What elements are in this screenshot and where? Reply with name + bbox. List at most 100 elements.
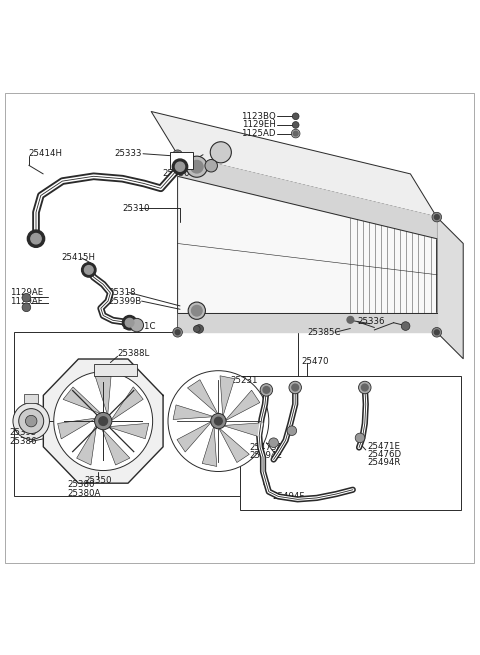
Circle shape xyxy=(292,122,299,128)
Polygon shape xyxy=(58,418,96,439)
Circle shape xyxy=(260,384,273,396)
Circle shape xyxy=(192,305,202,316)
Circle shape xyxy=(293,131,298,136)
Text: 1129AE: 1129AE xyxy=(10,288,43,297)
Circle shape xyxy=(175,330,180,335)
Polygon shape xyxy=(178,155,437,238)
Text: 25494E: 25494E xyxy=(250,451,282,460)
Text: 25336: 25336 xyxy=(358,317,385,326)
Text: 25415H: 25415H xyxy=(61,253,96,263)
Text: 25388L: 25388L xyxy=(118,349,150,358)
Circle shape xyxy=(13,403,49,440)
Text: 25318: 25318 xyxy=(108,288,135,297)
Text: 25395: 25395 xyxy=(10,428,37,437)
Circle shape xyxy=(211,413,226,429)
Circle shape xyxy=(401,322,410,330)
Text: 25386: 25386 xyxy=(10,438,37,446)
Polygon shape xyxy=(223,422,264,438)
Text: 25331C: 25331C xyxy=(122,322,156,331)
Circle shape xyxy=(31,234,41,244)
Circle shape xyxy=(434,330,439,335)
Polygon shape xyxy=(151,111,437,217)
Circle shape xyxy=(289,381,301,394)
Circle shape xyxy=(269,438,278,447)
Circle shape xyxy=(19,409,44,434)
Text: 25476D: 25476D xyxy=(367,450,401,459)
Text: 25231: 25231 xyxy=(230,376,258,384)
Polygon shape xyxy=(43,359,163,483)
Text: 25494R: 25494R xyxy=(367,458,401,468)
Text: 25310: 25310 xyxy=(122,204,150,213)
Text: 25471E: 25471E xyxy=(367,442,400,451)
Polygon shape xyxy=(202,426,217,466)
Circle shape xyxy=(25,415,37,427)
Circle shape xyxy=(355,433,365,443)
Circle shape xyxy=(27,230,45,248)
Polygon shape xyxy=(77,424,96,465)
Text: 1129AF: 1129AF xyxy=(10,297,42,306)
Circle shape xyxy=(175,153,180,157)
Text: 25385C: 25385C xyxy=(307,328,341,337)
Circle shape xyxy=(287,426,297,436)
Circle shape xyxy=(168,371,269,472)
Text: 25414H: 25414H xyxy=(29,149,63,159)
Text: 25399B: 25399B xyxy=(108,297,141,306)
Circle shape xyxy=(188,302,205,320)
Circle shape xyxy=(434,215,439,219)
Polygon shape xyxy=(102,428,130,465)
Circle shape xyxy=(54,371,153,470)
Circle shape xyxy=(191,160,203,173)
Bar xyxy=(14,332,298,495)
Polygon shape xyxy=(218,427,249,462)
Text: 25350: 25350 xyxy=(84,476,112,485)
Circle shape xyxy=(122,316,137,330)
Text: 25333: 25333 xyxy=(114,149,142,159)
Text: 1123BQ: 1123BQ xyxy=(241,112,276,121)
Bar xyxy=(24,394,38,403)
Circle shape xyxy=(195,325,204,333)
Text: 25330: 25330 xyxy=(162,170,190,178)
Circle shape xyxy=(263,386,270,393)
Circle shape xyxy=(291,129,300,138)
Text: 1125AD: 1125AD xyxy=(241,129,276,138)
Circle shape xyxy=(193,326,200,332)
Circle shape xyxy=(432,212,442,222)
Circle shape xyxy=(361,384,368,391)
Circle shape xyxy=(347,316,354,323)
Circle shape xyxy=(173,328,182,337)
Circle shape xyxy=(215,417,222,425)
Circle shape xyxy=(173,150,182,160)
Text: 1129EH: 1129EH xyxy=(242,121,276,130)
Circle shape xyxy=(22,293,31,302)
Polygon shape xyxy=(178,155,437,332)
Circle shape xyxy=(84,265,93,274)
Bar xyxy=(240,375,461,510)
Polygon shape xyxy=(437,217,463,359)
Bar xyxy=(170,152,193,169)
Polygon shape xyxy=(95,376,111,415)
Circle shape xyxy=(359,381,371,394)
Polygon shape xyxy=(110,387,143,421)
Circle shape xyxy=(125,318,134,327)
Circle shape xyxy=(292,113,299,120)
Text: 25494F: 25494F xyxy=(273,492,305,501)
Bar xyxy=(94,364,137,375)
Text: 25380A: 25380A xyxy=(67,489,101,498)
Polygon shape xyxy=(63,387,102,414)
Circle shape xyxy=(210,141,231,163)
Circle shape xyxy=(82,263,96,277)
Text: 25473A: 25473A xyxy=(250,443,283,452)
Circle shape xyxy=(175,162,185,172)
Text: 25380: 25380 xyxy=(67,480,95,489)
Polygon shape xyxy=(173,405,214,419)
Polygon shape xyxy=(178,313,437,332)
Circle shape xyxy=(172,159,188,174)
Polygon shape xyxy=(188,380,218,415)
Circle shape xyxy=(186,156,207,178)
Polygon shape xyxy=(177,421,212,452)
Circle shape xyxy=(22,303,31,312)
Circle shape xyxy=(205,160,217,172)
Circle shape xyxy=(292,384,299,391)
Polygon shape xyxy=(108,423,149,439)
Circle shape xyxy=(432,328,442,337)
